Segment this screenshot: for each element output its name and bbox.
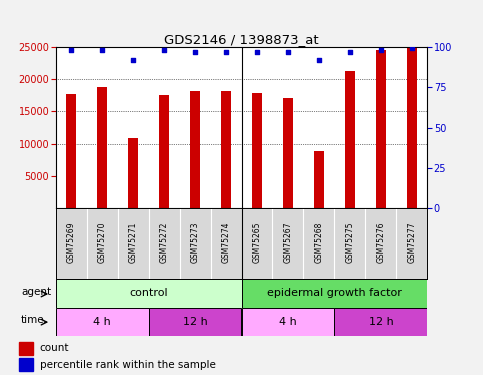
Point: [129, 57, 137, 63]
Text: GSM75271: GSM75271: [128, 222, 138, 263]
Text: GSM75265: GSM75265: [253, 222, 261, 263]
Bar: [242, 279, 427, 308]
Point: [98, 47, 106, 53]
Text: count: count: [40, 343, 69, 353]
Bar: [190, 92, 200, 208]
Text: GSM75267: GSM75267: [284, 222, 293, 263]
Bar: [344, 71, 355, 208]
Point: [222, 49, 230, 55]
Text: GSM75268: GSM75268: [314, 222, 324, 263]
Point: [253, 49, 261, 55]
Bar: [56, 308, 149, 336]
Point: [408, 45, 416, 51]
Text: percentile rank within the sample: percentile rank within the sample: [40, 360, 215, 370]
Point: [67, 47, 75, 53]
Text: GSM75273: GSM75273: [190, 222, 199, 263]
Text: GSM75275: GSM75275: [345, 222, 355, 263]
Bar: [128, 138, 139, 208]
Point: [315, 57, 323, 63]
Text: GSM75269: GSM75269: [67, 222, 75, 263]
Text: 4 h: 4 h: [93, 316, 111, 327]
Point: [191, 49, 199, 55]
Bar: [19, 358, 33, 371]
Text: 12 h: 12 h: [369, 316, 393, 327]
Bar: [19, 342, 33, 355]
Title: GDS2146 / 1398873_at: GDS2146 / 1398873_at: [164, 33, 319, 46]
Text: GSM75274: GSM75274: [222, 222, 230, 263]
Text: GSM75276: GSM75276: [376, 222, 385, 263]
Text: GSM75272: GSM75272: [159, 222, 169, 263]
Bar: [252, 93, 262, 208]
Point: [377, 47, 385, 53]
Point: [160, 47, 168, 53]
Text: 12 h: 12 h: [183, 316, 207, 327]
Bar: [66, 94, 76, 208]
Bar: [376, 50, 386, 208]
Bar: [56, 279, 242, 308]
Point: [284, 49, 292, 55]
Text: control: control: [129, 288, 168, 298]
Text: GSM75270: GSM75270: [98, 222, 107, 263]
Point: [346, 49, 354, 55]
Text: 4 h: 4 h: [279, 316, 297, 327]
Bar: [313, 151, 325, 208]
Text: time: time: [21, 315, 45, 325]
Bar: [221, 91, 231, 208]
Bar: [242, 308, 334, 336]
Bar: [335, 308, 427, 336]
Text: agent: agent: [21, 287, 51, 297]
Text: GSM75277: GSM75277: [408, 222, 416, 263]
Bar: [149, 308, 242, 336]
Text: epidermal growth factor: epidermal growth factor: [267, 288, 402, 298]
Bar: [283, 98, 293, 208]
Bar: [158, 94, 170, 208]
Bar: [97, 87, 107, 208]
Bar: [407, 48, 417, 208]
